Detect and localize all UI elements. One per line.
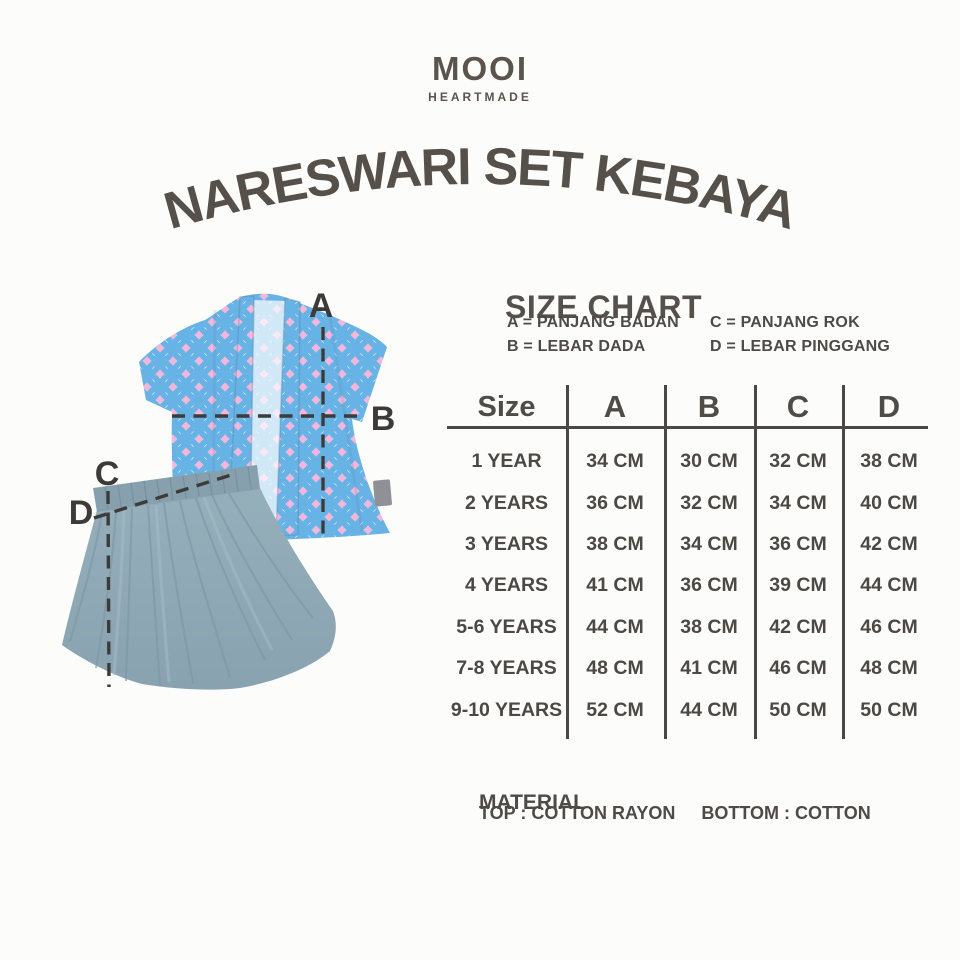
size-cell: 5-6 YEARS [456, 615, 557, 638]
value-cell: 44 CM [860, 574, 918, 597]
table-vline [754, 385, 757, 739]
value-cell: 42 CM [860, 532, 918, 555]
value-cell: 32 CM [769, 450, 827, 473]
value-cell: 32 CM [680, 491, 738, 514]
value-cell: 41 CM [586, 574, 644, 597]
size-chart-heading: SIZE CHART [505, 288, 702, 325]
value-cell: 38 CM [860, 450, 918, 473]
measure-label-b: B [371, 400, 396, 438]
legend-item-d: D = LEBAR PINGGANG [710, 338, 891, 355]
measurement-legend: A = PANJANG BADAN C = PANJANG ROK B = LE… [507, 314, 890, 356]
table-row: 4 YEARS 41 CM 36 CM 39 CM 44 CM [447, 565, 936, 606]
measure-label-a: A [309, 287, 334, 325]
value-cell: 36 CM [769, 532, 827, 555]
header-cell-b: B [697, 389, 721, 424]
header-cell-size: Size [477, 391, 536, 423]
size-cell: 2 YEARS [464, 491, 549, 514]
brand-logo: MOOI HEARTMADE [0, 52, 960, 104]
header-cell-d: D [877, 389, 901, 424]
header-cell-c: C [786, 389, 810, 424]
value-cell: 46 CM [769, 657, 827, 680]
value-cell: 34 CM [586, 450, 644, 473]
table-vline [566, 385, 569, 739]
measure-label-c: C [95, 455, 120, 493]
value-cell: 34 CM [680, 532, 738, 555]
table-header-rule [447, 426, 928, 429]
value-cell: 52 CM [586, 698, 644, 721]
size-table: Size A B C D 1 YEAR 34 CM 30 CM 32 CM 38… [447, 383, 936, 741]
size-cell: 1 YEAR [471, 450, 542, 473]
header-cell-a: A [603, 389, 627, 424]
value-cell: 38 CM [586, 532, 644, 555]
measure-label-d: D [69, 494, 94, 532]
value-cell: 40 CM [860, 491, 918, 514]
skirt-folds [69, 491, 314, 687]
brand-tag [373, 479, 392, 507]
value-cell: 44 CM [680, 698, 738, 721]
product-title: NARESWARI SET KEBAYA [158, 138, 803, 241]
table-vline [842, 385, 845, 739]
table-body: 1 YEAR 34 CM 30 CM 32 CM 38 CM 2 YEARS 3… [447, 441, 936, 731]
value-cell: 50 CM [769, 698, 827, 721]
table-row: 5-6 YEARS 44 CM 38 CM 42 CM 46 CM [447, 607, 936, 648]
brand-name: MOOI [432, 50, 528, 87]
legend-item-a: A = PANJANG BADAN [507, 314, 679, 331]
size-cell: 3 YEARS [464, 532, 549, 555]
material-heading: MATERIAL [479, 791, 586, 814]
size-cell: 4 YEARS [464, 574, 549, 597]
value-cell: 48 CM [586, 657, 644, 680]
size-cell: 7-8 YEARS [456, 657, 557, 680]
size-cell: 9-10 YEARS [450, 698, 563, 721]
legend-item-c: C = PANJANG ROK [710, 314, 860, 331]
value-cell: 46 CM [860, 615, 918, 638]
value-cell: 50 CM [860, 698, 918, 721]
table-row: 9-10 YEARS 52 CM 44 CM 50 CM 50 CM [447, 689, 936, 730]
table-row: 3 YEARS 38 CM 34 CM 36 CM 42 CM [447, 524, 936, 565]
skirt-illustration [62, 465, 336, 690]
value-cell: 44 CM [586, 615, 644, 638]
value-cell: 48 CM [860, 657, 918, 680]
value-cell: 34 CM [769, 491, 827, 514]
brand-tagline: HEARTMADE [428, 90, 532, 104]
value-cell: 42 CM [769, 615, 827, 638]
skirt-highlights [112, 496, 274, 683]
value-cell: 39 CM [769, 574, 827, 597]
measure-line-c [106, 490, 111, 688]
material-top: TOP : COTTON RAYON [479, 803, 676, 823]
value-cell: 36 CM [680, 574, 738, 597]
product-title-arc: NARESWARI SET KEBAYA [158, 138, 804, 241]
material-bottom: BOTTOM : COTTON [701, 803, 871, 823]
measure-line-d [93, 473, 232, 520]
table-header-row: Size A B C D [447, 383, 936, 424]
value-cell: 38 CM [680, 615, 738, 638]
value-cell: 36 CM [586, 491, 644, 514]
value-cell: 30 CM [680, 450, 738, 473]
table-row: 7-8 YEARS 48 CM 41 CM 46 CM 48 CM [447, 648, 936, 689]
legend-item-b: B = LEBAR DADA [507, 338, 646, 355]
material-info: TOP : COTTON RAYON BOTTOM : COTTON [479, 803, 871, 824]
table-row: 2 YEARS 36 CM 32 CM 34 CM 40 CM [447, 482, 936, 523]
product-diagram: A B C D [62, 287, 396, 690]
value-cell: 41 CM [680, 657, 738, 680]
skirt-waistband [93, 465, 260, 512]
table-vline [664, 385, 667, 739]
table-row: 1 YEAR 34 CM 30 CM 32 CM 38 CM [447, 441, 936, 482]
